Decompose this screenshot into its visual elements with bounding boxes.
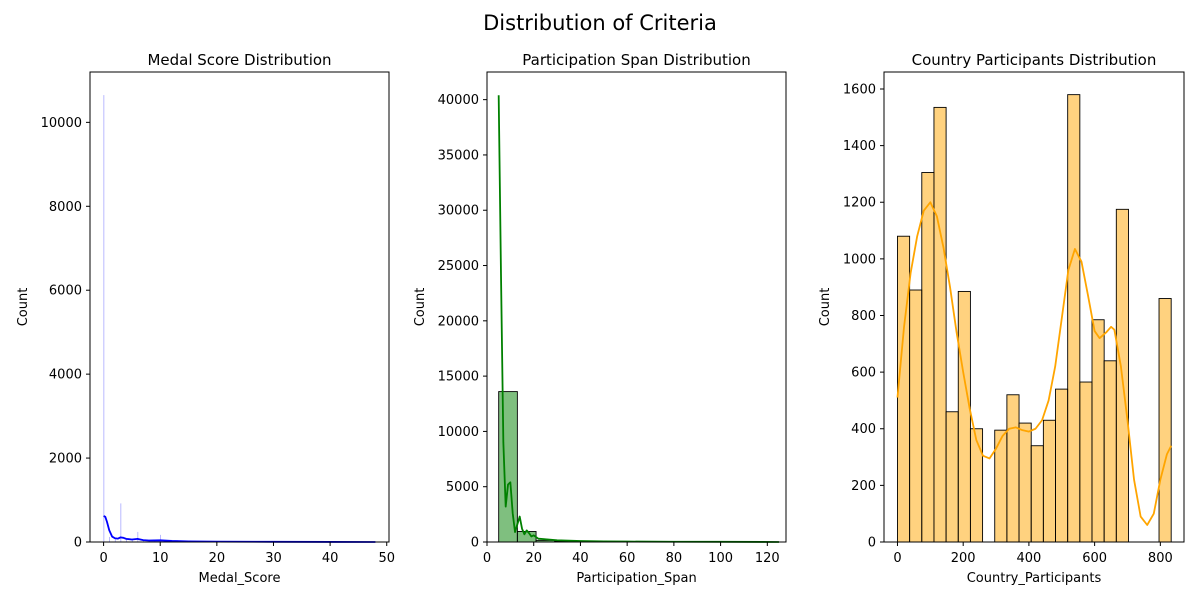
plot-area: [896, 94, 1172, 543]
histogram-bar: [126, 538, 127, 542]
y-axis-label: Count: [16, 288, 31, 327]
x-tick-label: 40: [572, 551, 589, 566]
axes-frame: [486, 71, 787, 543]
x-tick-label: 20: [209, 551, 226, 566]
y-tick-label: 5000: [446, 480, 479, 495]
participation-span-panel: Participation Span Distribution Particip…: [413, 51, 787, 586]
histogram-bar: [1030, 445, 1044, 543]
y-tick-label: 600: [851, 366, 876, 381]
histogram-bar: [957, 290, 971, 543]
panel-title: Participation Span Distribution: [522, 51, 750, 69]
country-participants-panel: Country Participants Distribution Countr…: [818, 51, 1185, 586]
x-axis-label: Country_Participants: [967, 571, 1102, 586]
x-tick-label: 800: [1148, 551, 1173, 566]
y-tick-label: 2000: [49, 452, 82, 467]
y-tick-label: 15000: [438, 370, 479, 385]
x-tick-label: 40: [322, 551, 339, 566]
histogram-bar: [1158, 298, 1172, 543]
y-tick-label: 10000: [41, 116, 82, 131]
kde-curve: [896, 201, 1172, 526]
histogram-bar: [114, 538, 116, 542]
histogram-bar: [921, 172, 935, 543]
panel-title: Medal Score Distribution: [147, 51, 331, 69]
y-tick-label: 30000: [438, 204, 479, 219]
y-tick-label: 4000: [49, 368, 82, 383]
x-tick-label: 0: [893, 551, 901, 566]
x-tick-label: 120: [755, 551, 780, 566]
histogram-bar: [1018, 422, 1032, 543]
axes-frame: [883, 71, 1185, 543]
panel-title: Country Participants Distribution: [912, 51, 1157, 69]
y-tick-label: 800: [851, 309, 876, 324]
x-tick-label: 600: [1082, 551, 1107, 566]
x-tick-label: 0: [483, 551, 491, 566]
histogram-bar: [103, 95, 105, 542]
y-axis-label: Count: [818, 288, 833, 327]
x-tick-label: 50: [378, 551, 395, 566]
y-tick-label: 35000: [438, 148, 479, 163]
histogram-bar: [131, 539, 133, 542]
figure-title: Distribution of Criteria: [483, 11, 717, 35]
histogram-bar: [109, 536, 110, 542]
histogram-bar: [1006, 394, 1020, 543]
y-tick-label: 6000: [49, 284, 82, 299]
x-tick-label: 10: [152, 551, 169, 566]
x-tick-label: 100: [708, 551, 733, 566]
axes-frame: [89, 71, 390, 543]
histogram-bar: [120, 503, 122, 542]
histogram-bar: [933, 106, 947, 543]
histogram-bar: [160, 534, 161, 542]
y-tick-label: 1400: [843, 139, 876, 154]
medal-score-panel: Medal Score Distribution Medal_Score Cou…: [16, 51, 395, 586]
histogram-bar: [1055, 388, 1069, 543]
x-tick-label: 20: [525, 551, 542, 566]
x-axis-label: Participation_Span: [576, 571, 696, 586]
histogram-bar: [897, 235, 911, 543]
y-tick-label: 25000: [438, 259, 479, 274]
histogram-bar: [137, 531, 139, 542]
histogram-bar: [1103, 360, 1117, 543]
y-tick-label: 0: [471, 536, 479, 551]
y-tick-label: 0: [74, 536, 82, 551]
histogram-bar: [945, 411, 959, 543]
y-tick-label: 400: [851, 422, 876, 437]
y-tick-label: 8000: [49, 200, 82, 215]
x-tick-label: 30: [265, 551, 282, 566]
y-tick-label: 10000: [438, 425, 479, 440]
x-tick-label: 200: [951, 551, 976, 566]
y-tick-label: 1200: [843, 196, 876, 211]
histogram-bar: [498, 391, 518, 543]
y-axis-label: Count: [413, 288, 428, 327]
x-axis-label: Medal_Score: [199, 571, 281, 586]
histogram-bar: [1042, 419, 1056, 543]
x-tick-label: 80: [666, 551, 683, 566]
kde-curve: [497, 95, 779, 543]
histogram-bar: [909, 289, 923, 543]
histogram-bar: [154, 540, 156, 542]
y-tick-label: 200: [851, 479, 876, 494]
histogram-bar: [1067, 94, 1081, 543]
y-tick-label: 0: [868, 536, 876, 551]
x-tick-label: 0: [99, 551, 107, 566]
y-tick-label: 1000: [843, 252, 876, 267]
histogram-bar: [516, 531, 537, 543]
histogram-bar: [969, 428, 984, 543]
x-tick-label: 400: [1016, 551, 1041, 566]
x-tick-label: 60: [619, 551, 636, 566]
y-tick-label: 40000: [438, 93, 479, 108]
histogram-bar: [1091, 319, 1105, 543]
y-tick-label: 20000: [438, 314, 479, 329]
histogram-bar: [1079, 381, 1093, 543]
y-tick-label: 1600: [843, 82, 876, 97]
